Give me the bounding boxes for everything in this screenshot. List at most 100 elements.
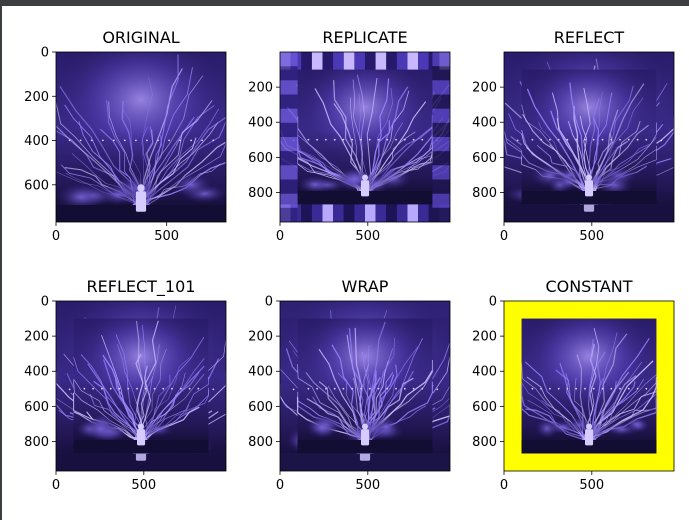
- replicate-right-streak: [432, 179, 450, 194]
- axes-frame: [279, 51, 451, 223]
- scene-dot: [135, 139, 137, 142]
- scene-dot: [101, 139, 104, 142]
- scene-cloud: [555, 167, 583, 184]
- replicate-bottom-streak: [311, 204, 323, 222]
- scene-dot: [68, 388, 71, 391]
- replicate-left-streak: [280, 137, 298, 152]
- y-tick-label: 200: [248, 81, 273, 96]
- border-band: [280, 453, 450, 471]
- scene-dot: [627, 387, 630, 390]
- border-band: [56, 453, 226, 471]
- y-tick-label: 800: [472, 186, 497, 201]
- scene-dot: [144, 387, 147, 390]
- scene-cloud: [306, 416, 338, 439]
- x-tick-label: 500: [579, 478, 604, 493]
- scene-person: [135, 191, 147, 212]
- scene-cloud: [99, 183, 138, 206]
- y-tick-label: 400: [24, 365, 49, 380]
- y-tick-label: 200: [24, 90, 49, 105]
- subplot-replicate: REPLICATE 0 500 200 400 600 800: [248, 28, 451, 244]
- replicate-left-streak: [280, 179, 298, 194]
- subplot-title: ORIGINAL: [102, 28, 179, 47]
- replicate-left-streak: [280, 52, 298, 67]
- x-tick-label: 500: [154, 229, 179, 244]
- scene-dot: [557, 138, 560, 141]
- axes-frame: [55, 300, 227, 472]
- scene-dot: [557, 387, 560, 390]
- replicate-top-streak: [322, 52, 334, 70]
- replicate-top-streak: [333, 52, 344, 70]
- replicate-right-streak: [432, 66, 450, 81]
- y-tick-label: 200: [472, 330, 497, 345]
- subplot-wrap: WRAP 0 500 0 200 400 600 800: [248, 277, 451, 493]
- scene-branch: [80, 354, 144, 441]
- scene-dot: [351, 138, 354, 141]
- replicate-top-streak: [418, 52, 429, 70]
- scene-dot: [531, 138, 534, 141]
- scene-dot: [645, 387, 648, 390]
- scene-dot: [566, 138, 569, 141]
- y-tick-label: 400: [24, 134, 49, 149]
- replicate-right-streak: [432, 207, 450, 222]
- scene-dot: [575, 387, 578, 390]
- scene-ground: [73, 440, 209, 454]
- scene-dot: [101, 387, 103, 390]
- scene-branch: [569, 82, 591, 192]
- scene-ground: [521, 191, 657, 205]
- x-tick-label: 0: [276, 229, 284, 244]
- scene-dot: [436, 388, 439, 391]
- replicate-bottom-streak: [418, 204, 429, 222]
- x-tick-label: 500: [355, 229, 380, 244]
- replicate-left-streak: [280, 80, 298, 95]
- scene-dot: [610, 387, 613, 390]
- scene-glow: [56, 52, 226, 188]
- replicate-top-streak: [375, 52, 387, 70]
- y-tick-label: 600: [24, 400, 49, 415]
- scene-ground: [521, 440, 657, 454]
- replicate-bottom-streak: [407, 204, 419, 222]
- scene-dot: [360, 138, 362, 141]
- replicate-right-streak: [432, 108, 450, 123]
- y-tick-label: 800: [472, 435, 497, 450]
- border-band: [504, 52, 674, 70]
- scene-branch: [358, 78, 390, 192]
- scene-branch: [590, 333, 628, 441]
- scene-dot: [92, 387, 94, 390]
- scene-dot: [68, 139, 71, 142]
- y-tick-label: 600: [248, 400, 273, 415]
- y-tick-label: 400: [472, 365, 497, 380]
- scene-ground: [56, 454, 226, 471]
- replicate-bottom-streak: [322, 204, 334, 222]
- y-tick-label: 0: [265, 295, 273, 310]
- replicate-bottom-streak: [386, 204, 397, 222]
- replicate-right-streak: [432, 151, 450, 166]
- subplot-title: WRAP: [342, 277, 389, 296]
- y-tick-label: 600: [472, 400, 497, 415]
- replicate-right-streak: [432, 165, 450, 180]
- scene-branch: [521, 398, 586, 441]
- replicate-left-streak: [280, 165, 298, 180]
- scene-branch: [583, 88, 591, 192]
- scene-dot: [645, 138, 648, 141]
- x-tick-label: 0: [52, 229, 60, 244]
- replicate-right-streak: [432, 52, 450, 67]
- scene-dot: [146, 139, 148, 142]
- border-band: [280, 301, 450, 319]
- scene-dot: [566, 387, 569, 390]
- replicate-left-streak: [280, 193, 298, 208]
- scene-dot: [162, 387, 165, 390]
- replicate-top-streak: [396, 52, 408, 70]
- y-tick-label: 0: [41, 295, 49, 310]
- scene-dot: [197, 387, 200, 390]
- scene-dot: [190, 139, 193, 142]
- replicate-right-streak: [432, 193, 450, 208]
- scene-cloud: [595, 173, 634, 197]
- scene-dot: [403, 138, 406, 141]
- scene-dot: [592, 387, 595, 390]
- axes-frame: [55, 51, 227, 223]
- replicate-bottom-streak: [365, 204, 376, 222]
- scene-cloud: [372, 415, 400, 439]
- scene-dot: [386, 138, 389, 141]
- replicate-right-streak: [432, 94, 450, 109]
- replicate-top-streak: [407, 52, 419, 70]
